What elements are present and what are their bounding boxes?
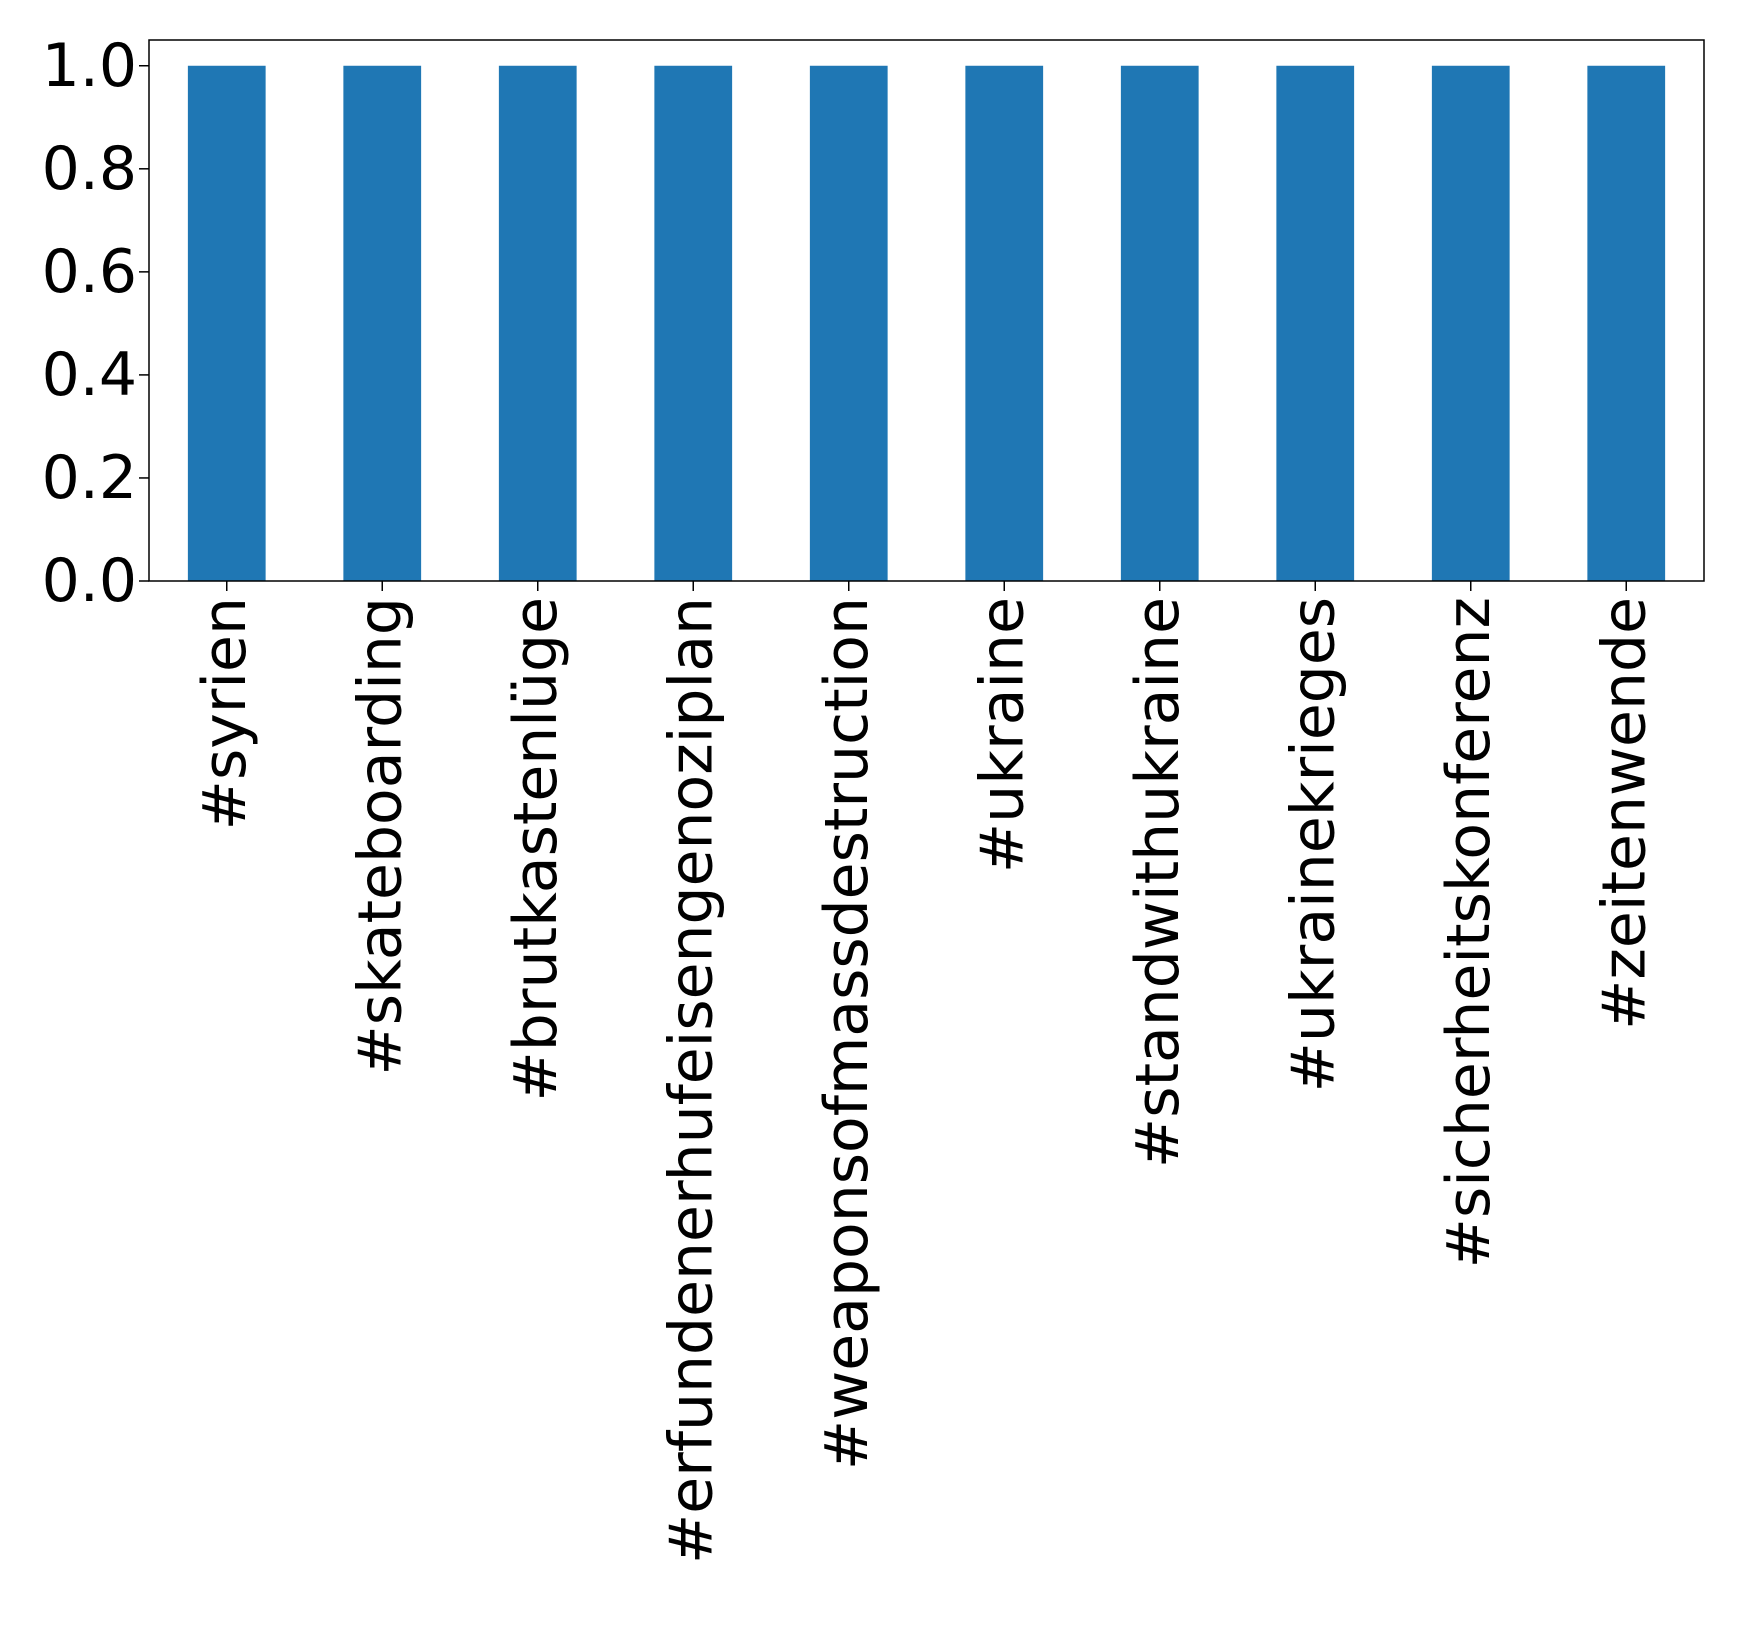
x-category-label: #standwithukraine	[1123, 597, 1193, 1168]
bar	[1276, 65, 1355, 581]
bar	[343, 65, 422, 581]
x-category-label: #syrien	[190, 597, 260, 830]
bar	[498, 65, 577, 581]
y-tick-label: 0.8	[42, 134, 137, 204]
x-category-label: #erfundenerhufeisengenoziplan	[656, 597, 726, 1564]
bars-group	[187, 65, 1666, 581]
x-category-label: #ukrainekrieges	[1278, 597, 1348, 1092]
y-tick-label: 0.6	[42, 237, 137, 307]
x-axis: #syrien #skateboarding #brutkastenlüge #erf…	[190, 581, 1659, 1564]
x-category-label: #weaponsofmassdestruction	[812, 597, 882, 1470]
x-category-label: #zeitenwende	[1589, 597, 1659, 1030]
bar	[1120, 65, 1199, 581]
x-category-label: #skateboarding	[345, 597, 415, 1075]
plot-frame	[148, 39, 1705, 582]
y-tick-label: 0.0	[42, 546, 137, 616]
y-tick-label: 0.2	[42, 443, 137, 513]
bar	[809, 65, 888, 581]
y-tick-label: 0.4	[42, 340, 137, 410]
bar	[654, 65, 733, 581]
y-tick-label: 1.0	[42, 31, 137, 101]
bar	[965, 65, 1044, 581]
y-axis: 0.0 0.2 0.4 0.6 0.8 1.0	[42, 31, 149, 616]
x-category-label: #sicherheitskonferenz	[1434, 597, 1504, 1268]
bar	[1587, 65, 1666, 581]
x-category-label: #brutkastenlüge	[501, 597, 571, 1101]
x-category-label: #ukraine	[967, 597, 1037, 873]
bar	[187, 65, 266, 581]
bar	[1431, 65, 1510, 581]
